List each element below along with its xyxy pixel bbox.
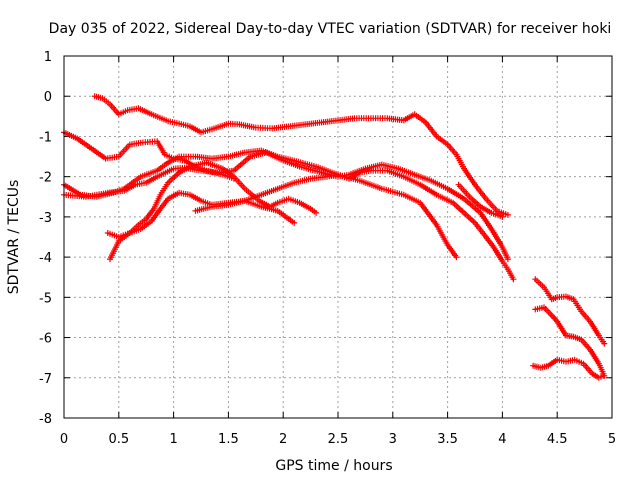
series-markers xyxy=(192,167,517,283)
series-markers xyxy=(455,181,506,220)
series-track-9 xyxy=(532,276,608,347)
x-tick-label: 3 xyxy=(389,432,397,447)
series-track-6 xyxy=(61,149,511,263)
y-tick-label: -1 xyxy=(39,130,52,145)
x-tick-label: 4.5 xyxy=(547,432,568,447)
x-tick-label: 1.5 xyxy=(218,432,239,447)
series-track-11 xyxy=(530,356,607,381)
x-tick-label: 2.5 xyxy=(328,432,349,447)
series-track-7 xyxy=(192,167,517,283)
series-track-8 xyxy=(455,181,506,220)
y-tick-label: -2 xyxy=(39,171,52,186)
plot-border xyxy=(63,55,613,419)
y-tick-label: 1 xyxy=(44,50,52,65)
series-markers xyxy=(532,276,608,347)
x-axis-label: GPS time / hours xyxy=(275,458,392,474)
data-series xyxy=(61,93,608,381)
y-tick-label: 0 xyxy=(44,90,52,105)
x-tick-label: 0.5 xyxy=(108,432,129,447)
y-tick-label: -5 xyxy=(39,291,52,306)
x-tick-label: 0 xyxy=(60,432,68,447)
x-tick-label: 5 xyxy=(608,432,616,447)
series-markers xyxy=(91,93,511,218)
y-tick-label: -6 xyxy=(39,332,52,347)
series-markers xyxy=(532,304,608,379)
y-tick-label: -7 xyxy=(39,372,52,387)
series-track-1 xyxy=(91,93,511,218)
series-markers xyxy=(61,149,511,263)
series-track-10 xyxy=(532,304,608,379)
y-tick-label: -4 xyxy=(39,251,52,266)
y-tick-label: -8 xyxy=(39,412,52,427)
y-axis-label: SDTVAR / TECUs xyxy=(6,180,22,295)
x-tick-label: 1 xyxy=(169,432,177,447)
y-tick-label: -3 xyxy=(39,211,52,226)
x-tick-label: 4 xyxy=(498,432,506,447)
x-tick-label: 2 xyxy=(279,432,287,447)
chart-title: Day 035 of 2022, Sidereal Day-to-day VTE… xyxy=(49,21,612,37)
axis-ticks: 0 0.5 1 1.5 2 2.5 3 3.5 4 4.5 5 -8 -7 -6 -5 -4 -3 -2 -1 0 1 xyxy=(39,50,616,447)
x-tick-label: 3.5 xyxy=(437,432,458,447)
